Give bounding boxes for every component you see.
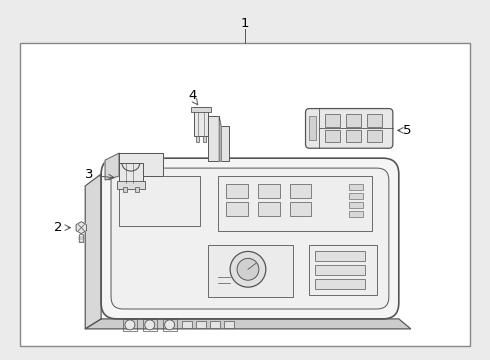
Bar	[123, 187, 127, 192]
Bar	[117, 181, 145, 189]
Bar	[226, 202, 248, 216]
Bar	[258, 202, 280, 216]
Bar	[316, 251, 365, 261]
Text: 4: 4	[188, 89, 196, 102]
Bar	[192, 107, 211, 112]
Text: 3: 3	[85, 167, 94, 181]
Bar	[208, 246, 293, 297]
Bar	[349, 193, 363, 199]
Bar	[196, 321, 206, 328]
Bar	[210, 321, 220, 328]
Bar	[316, 279, 365, 289]
Bar	[325, 130, 340, 142]
FancyBboxPatch shape	[101, 158, 399, 319]
Bar	[346, 113, 361, 127]
Circle shape	[145, 320, 155, 330]
Polygon shape	[85, 174, 101, 329]
Bar	[258, 184, 280, 198]
Bar	[208, 117, 219, 161]
Bar	[349, 184, 363, 190]
Text: 1: 1	[241, 17, 249, 30]
Bar	[224, 321, 234, 328]
Bar	[123, 319, 137, 331]
Polygon shape	[76, 222, 86, 234]
Polygon shape	[219, 117, 221, 161]
Bar	[349, 211, 363, 217]
Polygon shape	[85, 319, 411, 329]
Bar	[20, 43, 470, 346]
Bar	[163, 319, 176, 331]
Bar	[143, 319, 157, 331]
Bar	[79, 234, 83, 242]
Bar	[367, 130, 382, 142]
Circle shape	[237, 258, 259, 280]
Bar	[182, 321, 193, 328]
Bar	[221, 126, 229, 161]
Bar	[203, 136, 206, 142]
Bar	[367, 113, 382, 127]
Bar	[195, 107, 208, 136]
Bar	[290, 184, 312, 198]
Bar	[218, 176, 372, 231]
Bar	[346, 130, 361, 142]
Bar	[309, 117, 317, 140]
Text: 2: 2	[54, 221, 63, 234]
Bar	[226, 184, 248, 198]
Bar	[119, 163, 143, 183]
Polygon shape	[105, 153, 119, 180]
FancyBboxPatch shape	[111, 168, 389, 309]
Text: 5: 5	[402, 124, 411, 137]
Bar	[316, 265, 365, 275]
Bar	[290, 202, 312, 216]
FancyBboxPatch shape	[306, 109, 393, 148]
Circle shape	[165, 320, 174, 330]
Bar	[196, 136, 199, 142]
Bar	[325, 113, 340, 127]
Bar	[119, 176, 200, 226]
Polygon shape	[119, 153, 163, 176]
Bar	[349, 202, 363, 208]
Circle shape	[230, 251, 266, 287]
Bar	[310, 246, 377, 295]
Circle shape	[125, 320, 135, 330]
Bar	[135, 187, 139, 192]
